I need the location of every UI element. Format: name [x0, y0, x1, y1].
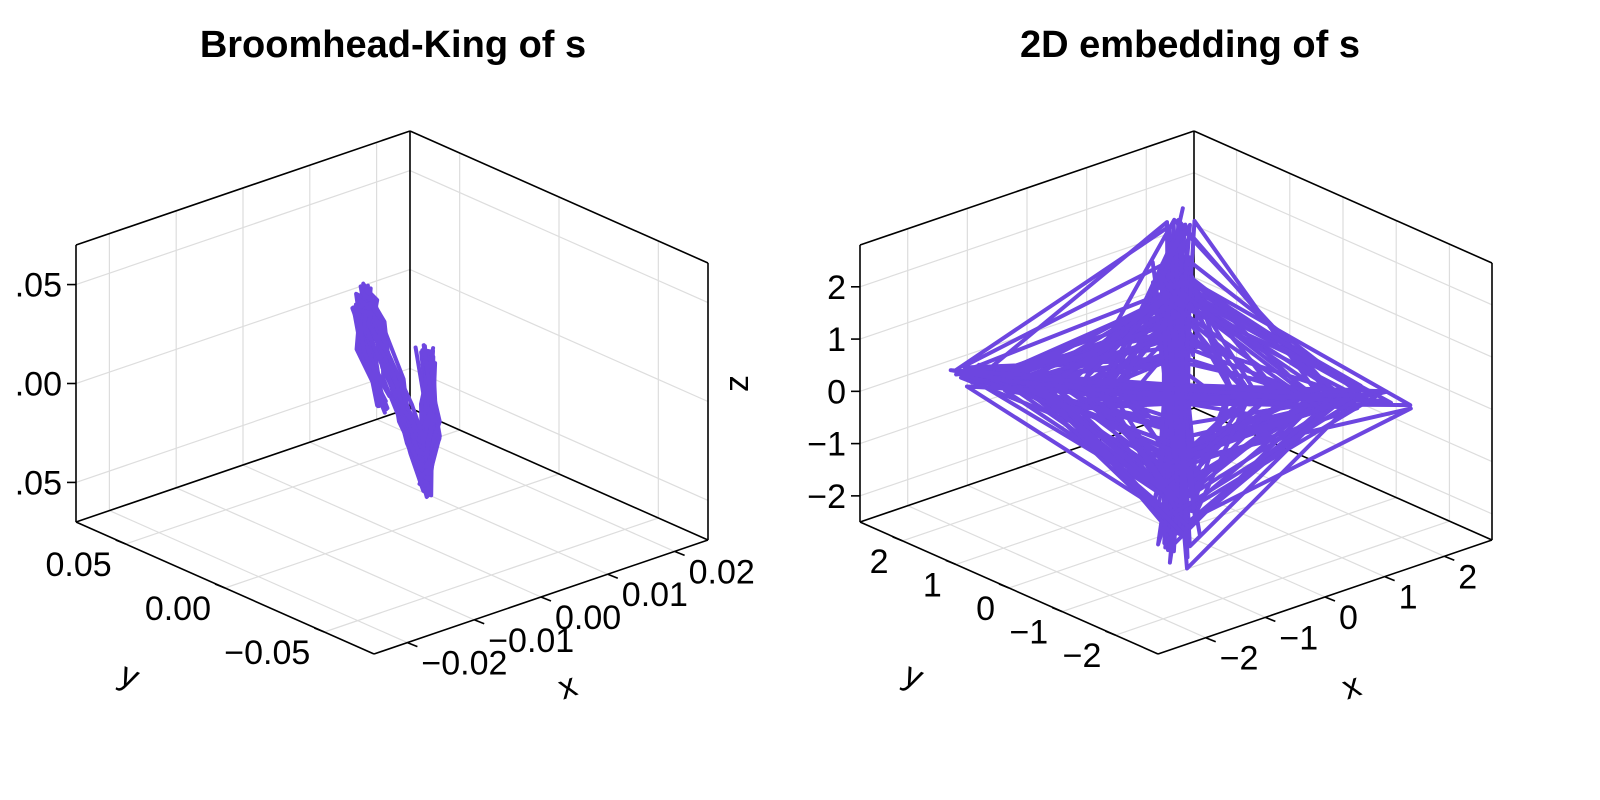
gridline [1115, 520, 1450, 636]
x-tick-mark [1384, 575, 1395, 582]
x-tick-label: 2 [1458, 558, 1477, 596]
x-tick-label: 0.01 [622, 576, 688, 614]
x-tick-mark [607, 573, 619, 579]
gridline [1193, 224, 1493, 358]
trajectory-line [355, 308, 435, 446]
z-tick-label: .00 [15, 366, 62, 404]
z-tick-label: −1 [807, 426, 846, 464]
y-tick-label: 2 [870, 543, 889, 581]
x-tick-label: 0 [1339, 599, 1358, 637]
series-trace [948, 206, 1413, 571]
x-tick-label: −0.02 [421, 645, 507, 683]
y-tick-label: 1 [923, 566, 942, 604]
gridline [409, 268, 709, 403]
z-axis-label: z [718, 375, 756, 392]
y-tick-mark [1051, 606, 1063, 613]
y-tick-mark [945, 559, 957, 566]
x-axis-label: x [553, 666, 581, 707]
gridline [1193, 172, 1493, 306]
axis-frame [1193, 130, 1493, 264]
y-tick-label: 0.00 [145, 590, 211, 628]
series-trace [350, 281, 442, 499]
y-tick-mark [214, 583, 226, 589]
gridline [75, 170, 411, 286]
x-tick-label: −0.01 [488, 622, 574, 660]
gridline [1193, 276, 1493, 410]
x-tick-mark [674, 550, 685, 557]
panel-2d-embedding: 2D embedding of s −2−1012−2−1012−2−1012x… [718, 24, 1493, 707]
y-tick-label: 0 [976, 590, 995, 628]
axis-frame [859, 407, 1195, 523]
x-tick-label: −2 [1220, 640, 1259, 678]
y-tick-mark [998, 583, 1010, 589]
z-tick-label: .05 [15, 464, 62, 502]
x-axis-label: x [1337, 666, 1365, 707]
axis-frame [75, 130, 411, 246]
x-tick-mark [1443, 555, 1455, 562]
axis-frame [859, 130, 1195, 246]
x-tick-label: 0.02 [689, 553, 755, 591]
gridline [224, 473, 560, 589]
x-tick-label: −1 [1279, 619, 1318, 657]
z-tick-label: 2 [827, 269, 846, 307]
x-tick-mark [1265, 616, 1276, 623]
gridline [324, 517, 659, 633]
gridline [409, 170, 709, 304]
z-tick-label: 1 [827, 321, 846, 359]
trajectory-line [1001, 230, 1366, 530]
panel-broomhead-king: Broomhead-King of s −0.02−0.010.000.010.… [15, 24, 755, 707]
x-tick-label: 0.00 [555, 599, 621, 637]
x-tick-mark [540, 596, 552, 602]
z-tick-label: 0 [827, 373, 846, 411]
y-tick-mark [314, 627, 325, 633]
x-tick-mark [1324, 596, 1336, 602]
x-tick-mark [473, 619, 485, 625]
y-tick-mark [115, 539, 126, 545]
x-tick-mark [1205, 636, 1217, 643]
y-tick-label: 0.05 [45, 546, 111, 584]
y-axis-label: y [898, 655, 929, 697]
axis-frame [75, 407, 411, 523]
y-tick-label: −0.05 [224, 634, 310, 672]
y-axis-label: y [114, 655, 145, 697]
axis-frame [409, 130, 709, 264]
x-tick-label: 1 [1399, 579, 1418, 617]
gridline [75, 268, 411, 385]
z-tick-label: −2 [807, 478, 846, 516]
y-tick-mark [892, 536, 903, 542]
gridline [409, 367, 709, 501]
y-tick-label: −2 [1063, 637, 1102, 675]
chart-title: 2D embedding of s [1020, 24, 1360, 66]
chart-title: Broomhead-King of s [200, 24, 586, 66]
x-tick-mark [407, 641, 418, 648]
y-tick-mark [1105, 630, 1116, 636]
gridline [859, 172, 1195, 288]
gridline [1062, 497, 1397, 613]
gridline [75, 367, 411, 483]
y-tick-label: −1 [1009, 614, 1048, 652]
axis-frame [409, 407, 709, 541]
gridline [125, 429, 460, 545]
z-tick-label: .05 [15, 267, 62, 305]
